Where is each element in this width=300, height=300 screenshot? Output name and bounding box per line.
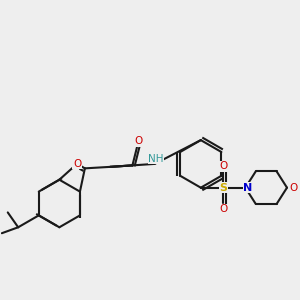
Text: O: O [220, 161, 228, 171]
Text: O: O [220, 204, 228, 214]
Text: O: O [73, 159, 81, 169]
Text: N: N [243, 183, 252, 193]
Text: O: O [134, 136, 142, 146]
Text: O: O [290, 183, 298, 193]
Text: S: S [219, 183, 227, 193]
Text: NH: NH [148, 154, 164, 164]
